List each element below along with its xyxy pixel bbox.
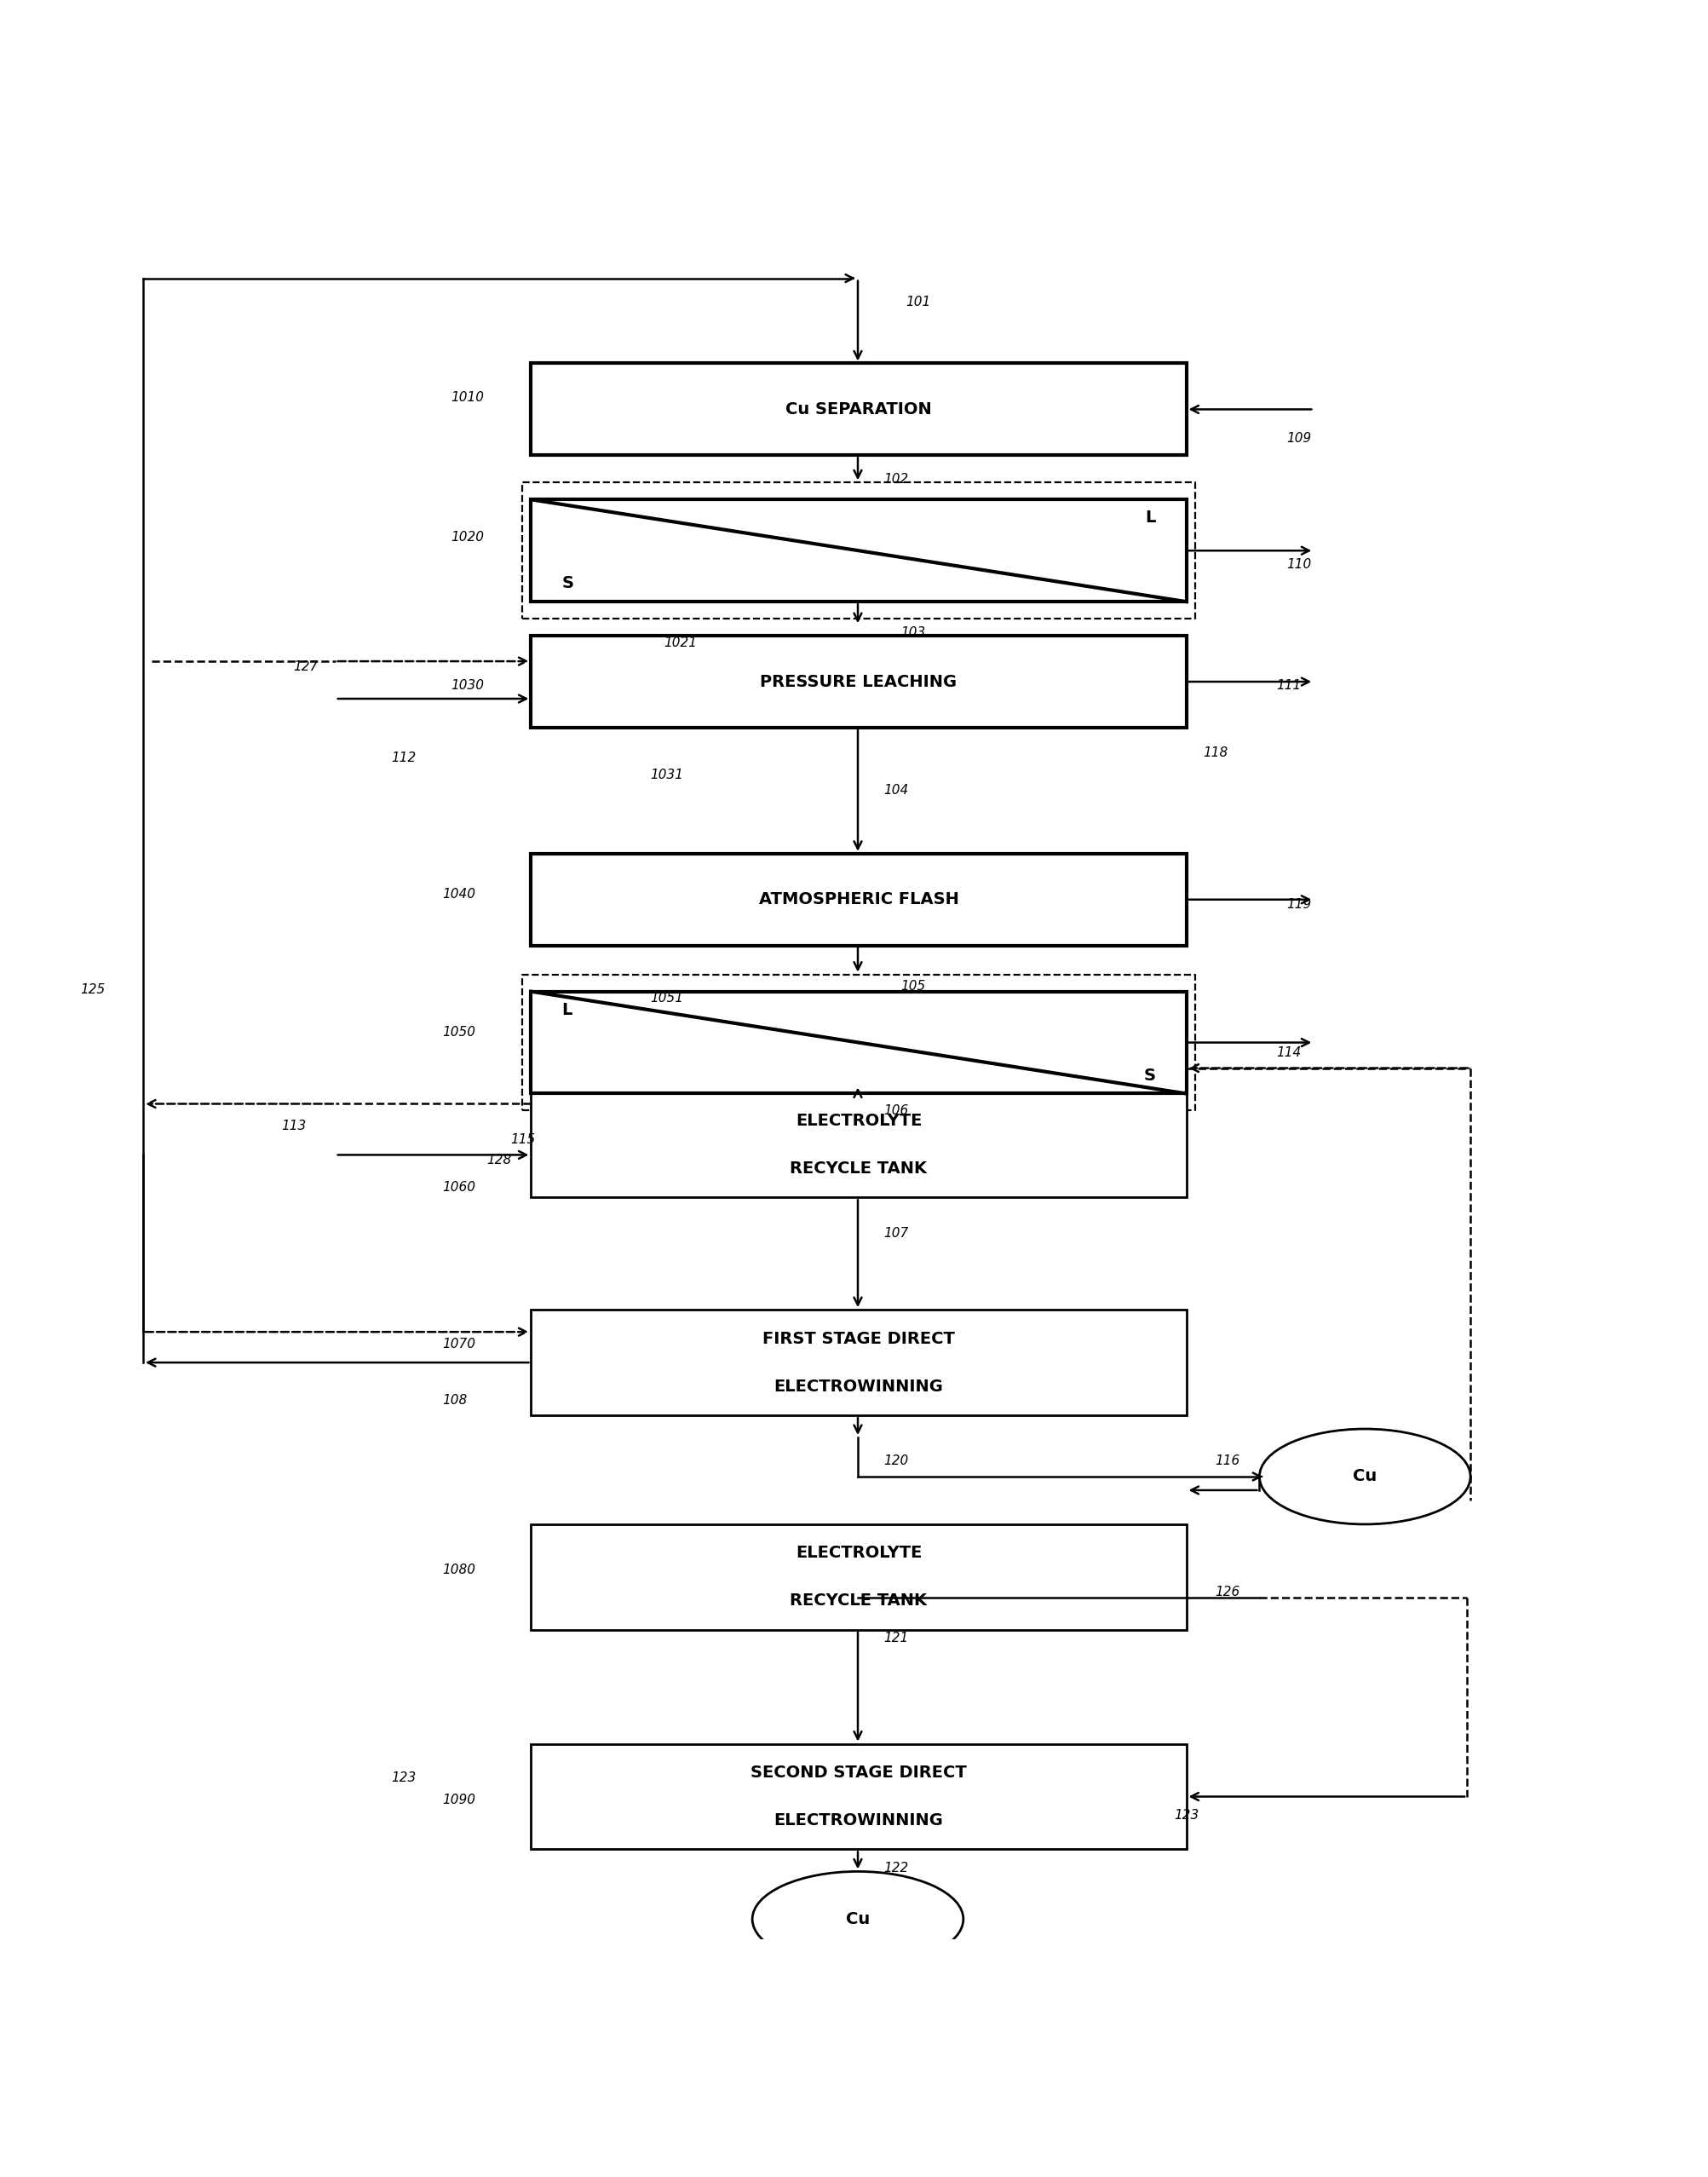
Text: Cu: Cu bbox=[1353, 1469, 1377, 1485]
Text: 125: 125 bbox=[80, 984, 104, 997]
Text: 101: 101 bbox=[905, 296, 929, 309]
Text: FIRST STAGE DIRECT: FIRST STAGE DIRECT bbox=[762, 1330, 955, 1348]
Text: 116: 116 bbox=[1214, 1454, 1240, 1467]
Bar bbox=[531, 636, 1185, 727]
Bar bbox=[531, 1093, 1185, 1197]
Text: 120: 120 bbox=[883, 1454, 909, 1467]
Bar bbox=[531, 499, 1185, 601]
Text: RECYCLE TANK: RECYCLE TANK bbox=[789, 1160, 927, 1176]
Text: RECYCLE TANK: RECYCLE TANK bbox=[789, 1594, 927, 1609]
Text: 102: 102 bbox=[883, 472, 909, 485]
Text: 113: 113 bbox=[280, 1119, 306, 1132]
Text: 1051: 1051 bbox=[649, 993, 683, 1004]
Text: 1021: 1021 bbox=[663, 636, 697, 649]
Text: 104: 104 bbox=[883, 784, 909, 797]
Text: 110: 110 bbox=[1286, 557, 1312, 570]
Text: 118: 118 bbox=[1202, 747, 1228, 760]
Bar bbox=[531, 1524, 1185, 1631]
Text: ELECTROWINNING: ELECTROWINNING bbox=[774, 1811, 943, 1829]
Text: 1031: 1031 bbox=[649, 768, 683, 782]
Text: 106: 106 bbox=[883, 1104, 909, 1117]
Text: S: S bbox=[1143, 1067, 1155, 1084]
Text: 1010: 1010 bbox=[451, 392, 483, 403]
Text: 1070: 1070 bbox=[442, 1337, 475, 1350]
Bar bbox=[531, 364, 1185, 455]
Ellipse shape bbox=[1259, 1428, 1469, 1524]
Text: Cu: Cu bbox=[845, 1911, 869, 1927]
Text: 107: 107 bbox=[883, 1228, 909, 1239]
Text: ELECTROWINNING: ELECTROWINNING bbox=[774, 1378, 943, 1395]
Text: 1090: 1090 bbox=[442, 1794, 475, 1807]
Text: SECOND STAGE DIRECT: SECOND STAGE DIRECT bbox=[750, 1766, 967, 1781]
Text: 112: 112 bbox=[391, 751, 417, 764]
Text: Cu SEPARATION: Cu SEPARATION bbox=[786, 401, 931, 418]
Text: 123: 123 bbox=[1173, 1809, 1199, 1822]
Text: L: L bbox=[1144, 509, 1155, 527]
Text: 103: 103 bbox=[900, 627, 924, 638]
Text: 1030: 1030 bbox=[451, 679, 483, 692]
Text: 1080: 1080 bbox=[442, 1563, 475, 1576]
Bar bbox=[531, 1744, 1185, 1848]
Text: 105: 105 bbox=[900, 980, 924, 993]
Text: 126: 126 bbox=[1214, 1585, 1240, 1598]
Ellipse shape bbox=[752, 1872, 963, 1966]
Bar bbox=[531, 991, 1185, 1093]
Text: PRESSURE LEACHING: PRESSURE LEACHING bbox=[760, 673, 956, 690]
Text: 1050: 1050 bbox=[442, 1025, 475, 1038]
Text: 127: 127 bbox=[292, 660, 318, 673]
Text: 115: 115 bbox=[511, 1134, 535, 1145]
Bar bbox=[531, 853, 1185, 945]
Text: ELECTROLYTE: ELECTROLYTE bbox=[796, 1546, 921, 1561]
Text: 108: 108 bbox=[442, 1393, 468, 1406]
Text: 128: 128 bbox=[487, 1154, 511, 1167]
Text: L: L bbox=[562, 1001, 572, 1019]
Text: 1060: 1060 bbox=[442, 1180, 475, 1193]
Text: ELECTROLYTE: ELECTROLYTE bbox=[796, 1112, 921, 1130]
Text: 122: 122 bbox=[883, 1861, 909, 1874]
Text: 111: 111 bbox=[1276, 679, 1301, 692]
Text: 123: 123 bbox=[391, 1772, 417, 1785]
Text: 1020: 1020 bbox=[451, 531, 483, 544]
Text: 114: 114 bbox=[1276, 1047, 1301, 1060]
Text: 119: 119 bbox=[1286, 899, 1312, 910]
Text: ATMOSPHERIC FLASH: ATMOSPHERIC FLASH bbox=[758, 890, 958, 908]
Text: 121: 121 bbox=[883, 1633, 909, 1644]
Text: S: S bbox=[562, 575, 574, 592]
Text: 109: 109 bbox=[1286, 431, 1312, 444]
Bar bbox=[531, 1311, 1185, 1415]
Text: 1040: 1040 bbox=[442, 888, 475, 901]
